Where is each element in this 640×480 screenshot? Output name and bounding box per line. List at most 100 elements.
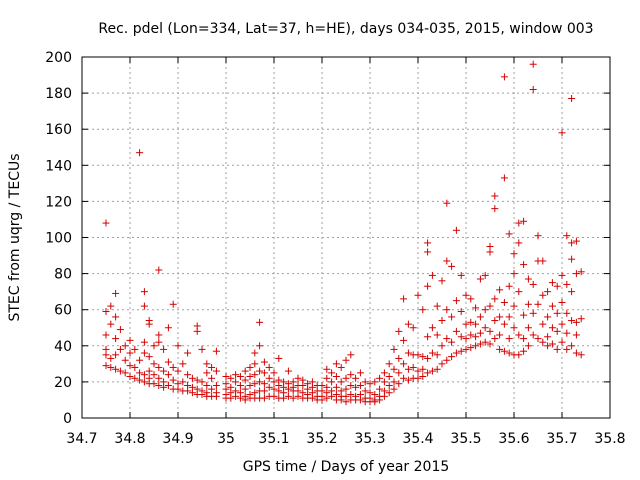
data-point <box>347 382 355 390</box>
data-point <box>428 324 436 332</box>
data-point <box>356 369 364 377</box>
data-point <box>164 382 172 390</box>
data-point <box>491 205 499 213</box>
data-point <box>198 378 206 386</box>
data-point <box>472 342 480 350</box>
data-point <box>270 378 278 386</box>
data-point <box>563 232 571 240</box>
data-point <box>260 380 268 388</box>
data-point <box>515 351 523 359</box>
data-point <box>433 351 441 359</box>
data-point <box>102 351 110 359</box>
data-point <box>236 372 244 380</box>
data-point <box>520 347 528 355</box>
y-axis-title: STEC from uqrg / TECUs <box>7 153 23 321</box>
data-point <box>553 327 561 335</box>
data-point <box>308 394 316 402</box>
data-point <box>352 383 360 391</box>
data-point <box>294 374 302 382</box>
data-point <box>136 356 144 364</box>
data-point <box>284 367 292 375</box>
data-point <box>179 378 187 386</box>
data-point <box>544 342 552 350</box>
data-point <box>400 336 408 344</box>
data-point <box>150 371 158 379</box>
data-point <box>448 338 456 346</box>
data-point <box>558 320 566 328</box>
data-point <box>169 300 177 308</box>
data-point <box>438 342 446 350</box>
data-point <box>443 306 451 314</box>
data-point <box>246 363 254 371</box>
data-point <box>457 347 465 355</box>
y-tick-label: 100 <box>45 231 72 247</box>
data-point <box>539 338 547 346</box>
data-point <box>188 389 196 397</box>
data-point <box>419 365 427 373</box>
data-point <box>376 385 384 393</box>
data-point <box>332 360 340 368</box>
data-point <box>145 367 153 375</box>
data-point <box>568 239 576 247</box>
data-point <box>510 270 518 278</box>
data-point <box>347 371 355 379</box>
data-point <box>572 270 580 278</box>
data-point <box>481 306 489 314</box>
data-point <box>188 374 196 382</box>
data-point <box>467 331 475 339</box>
data-point <box>457 333 465 341</box>
y-tick-label: 180 <box>45 86 72 102</box>
data-point <box>270 385 278 393</box>
data-point <box>491 335 499 343</box>
data-point <box>102 362 110 370</box>
data-point <box>505 282 513 290</box>
y-tick-label: 20 <box>54 375 72 391</box>
data-point <box>256 367 264 375</box>
data-point <box>371 378 379 386</box>
data-point <box>462 335 470 343</box>
data-point <box>424 248 432 256</box>
data-point <box>160 345 168 353</box>
data-point <box>568 288 576 296</box>
data-point <box>328 392 336 400</box>
data-point <box>529 331 537 339</box>
data-point <box>529 280 537 288</box>
data-point <box>289 394 297 402</box>
data-point <box>208 374 216 382</box>
data-point <box>548 324 556 332</box>
data-point <box>481 324 489 332</box>
data-point <box>323 394 331 402</box>
data-point <box>126 336 134 344</box>
x-tick-label: 35.8 <box>594 431 625 447</box>
data-point <box>275 354 283 362</box>
data-point <box>251 360 259 368</box>
data-point <box>404 376 412 384</box>
x-tick-label: 34.7 <box>66 431 97 447</box>
data-point <box>169 376 177 384</box>
x-tick-labels: 34.7 34.8 34.9 35 35.1 35.2 35.3 35.4 35.5 35.6 35… <box>66 431 625 447</box>
data-point <box>500 73 508 81</box>
data-point <box>380 369 388 377</box>
data-points <box>102 60 585 406</box>
data-point <box>121 369 129 377</box>
data-point <box>572 331 580 339</box>
data-point <box>539 257 547 265</box>
x-tick-label: 35.7 <box>546 431 577 447</box>
data-point <box>563 280 571 288</box>
data-point <box>472 333 480 341</box>
data-point <box>366 380 374 388</box>
data-point <box>577 315 585 323</box>
data-point <box>136 369 144 377</box>
data-point <box>544 333 552 341</box>
data-point <box>419 306 427 314</box>
data-point <box>424 354 432 362</box>
data-point <box>524 342 532 350</box>
y-tick-label: 160 <box>45 122 72 138</box>
data-point <box>452 226 460 234</box>
data-point <box>476 313 484 321</box>
x-tick-label: 34.9 <box>162 431 193 447</box>
data-point <box>428 349 436 357</box>
data-point <box>116 345 124 353</box>
data-point <box>318 396 326 404</box>
data-point <box>486 248 494 256</box>
